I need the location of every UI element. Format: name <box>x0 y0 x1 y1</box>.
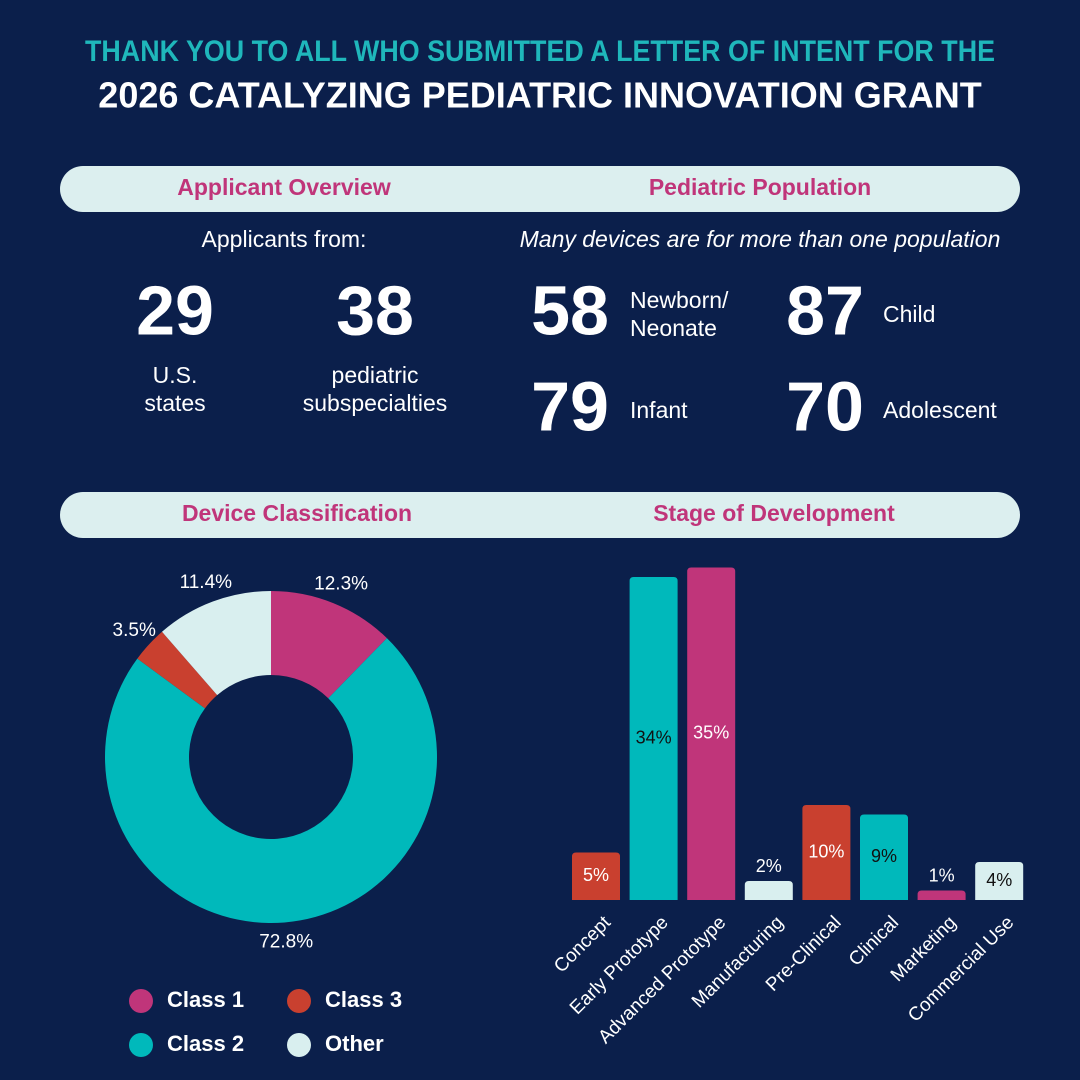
bar <box>687 567 736 900</box>
population-label: Neonate <box>630 315 717 341</box>
stat-label: pediatric <box>332 362 419 388</box>
section-pill <box>60 492 1020 538</box>
donut-slice <box>105 638 437 923</box>
population-number: 70 <box>786 367 864 445</box>
legend-label: Class 2 <box>167 1031 244 1056</box>
data-label: 4% <box>986 870 1012 890</box>
data-label: 10% <box>808 841 844 861</box>
section-pill <box>60 166 1020 212</box>
bar <box>860 814 908 900</box>
donut-slice <box>271 591 387 699</box>
data-label: 11.4% <box>180 572 233 593</box>
donut-slice <box>162 591 271 696</box>
population-number: 87 <box>786 271 864 349</box>
legend-label: Other <box>325 1031 384 1056</box>
stat-label: subspecialties <box>303 390 447 416</box>
population-label: Infant <box>630 397 688 423</box>
population-number: 58 <box>531 271 609 349</box>
data-label: 5% <box>583 865 609 885</box>
data-label: 9% <box>871 846 897 866</box>
section-title: Pediatric Population <box>649 174 871 200</box>
chart-title: Device Classification <box>182 500 412 526</box>
stat-label: states <box>144 390 205 416</box>
legend-swatch <box>129 1033 153 1057</box>
stat-label: U.S. <box>153 362 198 388</box>
data-label: 3.5% <box>113 620 156 641</box>
bar <box>744 881 793 900</box>
data-label: 35% <box>693 723 729 743</box>
header-line1: THANK YOU TO ALL WHO SUBMITTED A LETTER … <box>85 35 995 68</box>
bar <box>629 577 678 900</box>
bar <box>975 862 1024 900</box>
stat-number: 29 <box>136 271 214 349</box>
subtitle: Applicants from: <box>202 226 367 252</box>
legend-label: Class 3 <box>325 987 402 1012</box>
population-number: 79 <box>531 367 609 445</box>
chart-title: Stage of Development <box>653 500 895 526</box>
note: Many devices are for more than one popul… <box>520 226 1001 252</box>
data-label: 72.8% <box>259 931 313 952</box>
bar <box>917 890 966 900</box>
legend-swatch <box>287 1033 311 1057</box>
stat-number: 38 <box>336 271 414 349</box>
legend-label: Class 1 <box>167 987 244 1012</box>
population-label: Child <box>883 301 935 327</box>
legend-swatch <box>129 989 153 1013</box>
population-label: Adolescent <box>883 397 997 423</box>
section-title: Applicant Overview <box>177 174 391 200</box>
bar <box>802 805 851 900</box>
bar <box>572 852 620 900</box>
data-label: 34% <box>636 727 672 747</box>
data-label: 12.3% <box>314 574 368 595</box>
header-line2: 2026 CATALYZING PEDIATRIC INNOVATION GRA… <box>98 75 981 116</box>
data-label: 1% <box>929 865 955 885</box>
population-label: Newborn/ <box>630 287 729 313</box>
donut-slice <box>137 631 218 709</box>
legend-swatch <box>287 989 311 1013</box>
data-label: 2% <box>756 856 782 876</box>
